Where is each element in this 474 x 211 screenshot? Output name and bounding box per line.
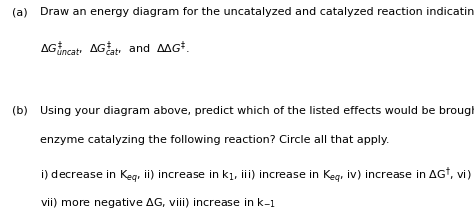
Text: i) decrease in K$_{eq}$, ii) increase in k$_1$, iii) increase in K$_{eq}$, iv) i: i) decrease in K$_{eq}$, ii) increase in… — [40, 165, 474, 186]
Text: enzyme catalyzing the following reaction? Circle all that apply.: enzyme catalyzing the following reaction… — [40, 135, 390, 145]
Text: Draw an energy diagram for the uncatalyzed and catalyzed reaction indicating the: Draw an energy diagram for the uncatalyz… — [40, 7, 474, 17]
Text: Using your diagram above, predict which of the listed effects would be brought a: Using your diagram above, predict which … — [40, 106, 474, 115]
Text: (a): (a) — [12, 7, 27, 17]
Text: vii) more negative $\Delta$G, viii) increase in k$_{-1}$: vii) more negative $\Delta$G, viii) incr… — [40, 196, 276, 210]
Text: (b): (b) — [12, 106, 27, 115]
Text: $\Delta G^{\ddagger}_{uncat}$,  $\Delta G^{\ddagger}_{cat}$,  and  $\Delta\Delta: $\Delta G^{\ddagger}_{uncat}$, $\Delta G… — [40, 40, 190, 60]
